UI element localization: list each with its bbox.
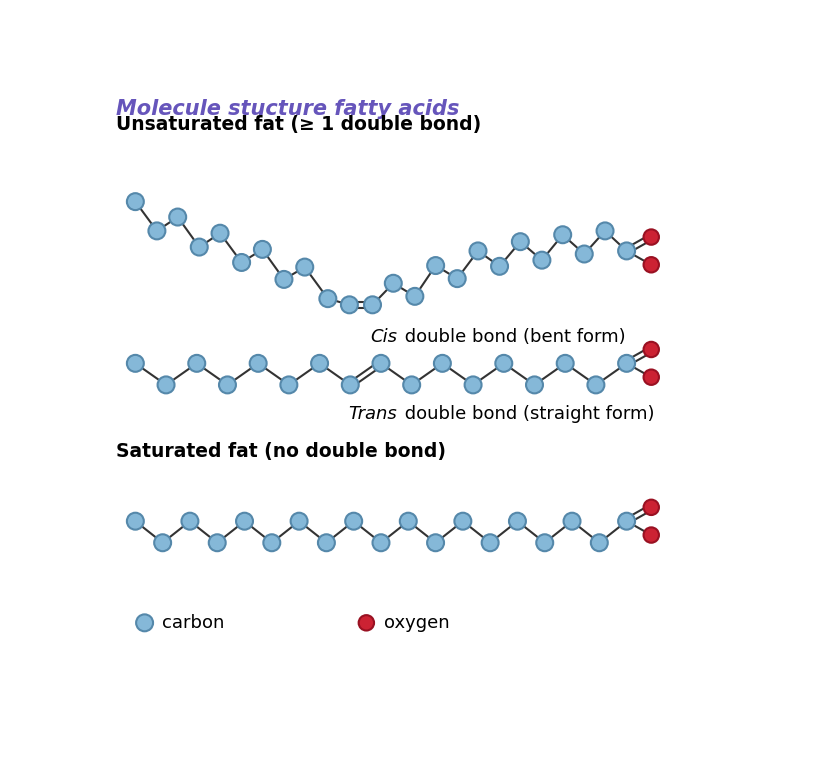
Circle shape xyxy=(341,296,357,314)
Circle shape xyxy=(345,513,362,529)
Circle shape xyxy=(495,355,512,371)
Circle shape xyxy=(310,355,328,371)
Circle shape xyxy=(511,233,528,250)
Circle shape xyxy=(554,226,571,243)
Circle shape xyxy=(596,222,613,239)
Circle shape xyxy=(536,534,553,551)
Text: Cis: Cis xyxy=(369,328,396,346)
Text: double bond (bent form): double bond (bent form) xyxy=(399,328,626,346)
Circle shape xyxy=(586,376,604,393)
Circle shape xyxy=(563,513,580,529)
Circle shape xyxy=(643,342,658,357)
Circle shape xyxy=(433,355,450,371)
Circle shape xyxy=(643,257,658,272)
Text: Saturated fat (no double bond): Saturated fat (no double bond) xyxy=(116,442,446,461)
Circle shape xyxy=(127,355,143,371)
Circle shape xyxy=(509,513,525,529)
Circle shape xyxy=(342,376,358,393)
Circle shape xyxy=(643,229,658,245)
Circle shape xyxy=(406,288,423,305)
Circle shape xyxy=(358,615,373,630)
Text: double bond (straight form): double bond (straight form) xyxy=(399,405,654,423)
Text: carbon: carbon xyxy=(162,614,224,632)
Circle shape xyxy=(280,376,297,393)
Circle shape xyxy=(154,534,171,551)
Circle shape xyxy=(448,270,465,287)
Circle shape xyxy=(372,534,389,551)
Circle shape xyxy=(533,252,550,269)
Circle shape xyxy=(254,241,270,258)
Circle shape xyxy=(643,527,658,543)
Circle shape xyxy=(618,513,634,529)
Circle shape xyxy=(191,239,207,256)
Circle shape xyxy=(233,254,250,271)
Text: oxygen: oxygen xyxy=(383,614,449,632)
Text: Unsaturated fat (≥ 1 double bond): Unsaturated fat (≥ 1 double bond) xyxy=(116,115,481,134)
Circle shape xyxy=(618,355,634,371)
Circle shape xyxy=(250,355,266,371)
Circle shape xyxy=(384,274,401,292)
Text: Trans: Trans xyxy=(348,405,396,423)
Circle shape xyxy=(219,376,236,393)
Circle shape xyxy=(491,258,508,274)
Circle shape xyxy=(181,513,198,529)
Circle shape xyxy=(454,513,471,529)
Circle shape xyxy=(590,534,607,551)
Circle shape xyxy=(148,222,165,239)
Circle shape xyxy=(319,290,336,307)
Circle shape xyxy=(236,513,253,529)
Circle shape xyxy=(372,355,389,371)
Circle shape xyxy=(643,500,658,515)
Circle shape xyxy=(275,271,292,288)
Circle shape xyxy=(403,376,419,393)
Circle shape xyxy=(618,242,634,260)
Circle shape xyxy=(364,296,381,314)
Circle shape xyxy=(556,355,573,371)
Circle shape xyxy=(318,534,334,551)
Circle shape xyxy=(481,534,498,551)
Circle shape xyxy=(643,370,658,385)
Circle shape xyxy=(469,242,486,260)
Circle shape xyxy=(127,513,143,529)
Circle shape xyxy=(157,376,174,393)
Circle shape xyxy=(169,209,186,225)
Circle shape xyxy=(296,259,313,275)
Circle shape xyxy=(136,615,153,631)
Circle shape xyxy=(127,193,143,210)
Circle shape xyxy=(400,513,416,529)
Circle shape xyxy=(263,534,280,551)
Circle shape xyxy=(290,513,307,529)
Circle shape xyxy=(427,257,444,274)
Circle shape xyxy=(427,534,444,551)
Text: Molecule stucture fatty acids: Molecule stucture fatty acids xyxy=(116,99,459,119)
Circle shape xyxy=(575,246,592,263)
Circle shape xyxy=(188,355,205,371)
Circle shape xyxy=(464,376,481,393)
Circle shape xyxy=(525,376,542,393)
Circle shape xyxy=(209,534,225,551)
Circle shape xyxy=(211,224,229,242)
